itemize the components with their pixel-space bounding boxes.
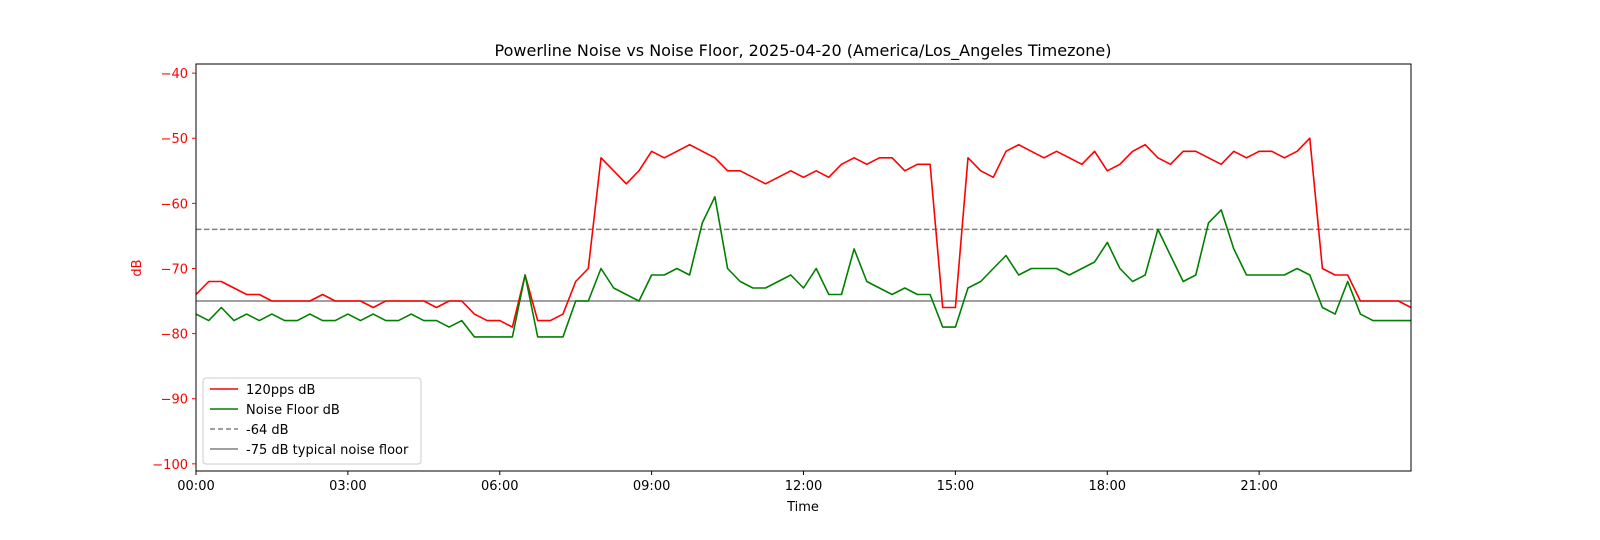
y-tick-label: −70 — [161, 262, 188, 277]
y-axis: −40 −50 −60 −70 −80 −90 −100 — [152, 67, 196, 473]
legend-box — [202, 377, 422, 465]
legend-label: -75 dB typical noise floor — [246, 443, 409, 458]
series-line-120pps — [195, 137, 1412, 328]
legend-label: 120pps dB — [246, 383, 315, 398]
x-axis-label: Time — [786, 500, 819, 515]
x-tick-label: 06:00 — [481, 479, 518, 494]
chart-title: Powerline Noise vs Noise Floor, 2025-04-… — [495, 41, 1112, 61]
plot-area — [195, 137, 1412, 338]
y-axis-label: dB — [130, 259, 145, 276]
x-tick-label: 12:00 — [785, 479, 822, 494]
legend-label: Noise Floor dB — [246, 403, 340, 418]
x-tick-label: 03:00 — [329, 479, 366, 494]
y-tick-label: −50 — [161, 132, 188, 147]
y-tick-label: −80 — [161, 328, 188, 343]
x-tick-label: 18:00 — [1089, 479, 1126, 494]
legend: 120pps dB Noise Floor dB -64 dB -75 dB t… — [202, 377, 422, 465]
x-tick-label: 09:00 — [633, 479, 670, 494]
x-tick-label: 00:00 — [177, 479, 214, 494]
legend-label: -64 dB — [246, 423, 289, 438]
x-tick-label: 15:00 — [937, 479, 974, 494]
series-line-noise-floor — [195, 196, 1411, 338]
x-axis: 00:00 03:00 06:00 09:00 12:00 15:00 18:00 21:00 — [177, 471, 1278, 494]
y-tick-label: −60 — [161, 197, 188, 212]
y-tick-label: −40 — [161, 67, 188, 82]
y-tick-label: −90 — [161, 393, 188, 408]
x-tick-label: 21:00 — [1240, 479, 1277, 494]
y-tick-label: −100 — [152, 458, 188, 473]
